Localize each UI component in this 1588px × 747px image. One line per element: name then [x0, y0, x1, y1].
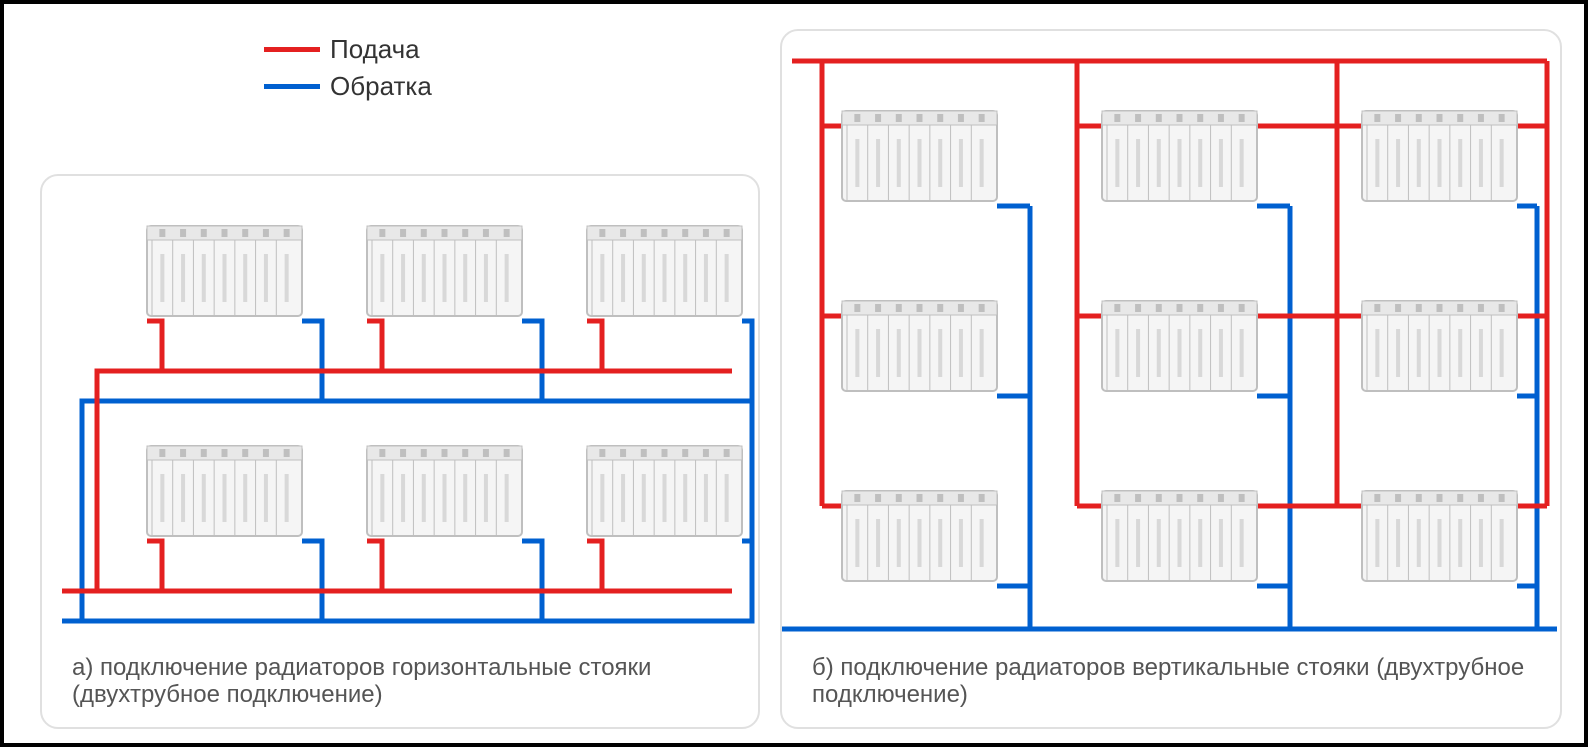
legend-supply: Подача	[264, 34, 432, 65]
supply-pipe	[147, 541, 162, 591]
panel-a-caption: а) подключение радиаторов горизонтальные…	[72, 654, 732, 709]
radiator	[1102, 111, 1257, 201]
panel-a: а) подключение радиаторов горизонтальные…	[40, 174, 760, 729]
legend-supply-label: Подача	[330, 34, 420, 65]
radiator	[367, 226, 522, 316]
panel-a-svg	[42, 176, 762, 731]
radiator	[147, 446, 302, 536]
return-pipe	[742, 541, 752, 621]
panel-b-caption: б) подключение радиаторов вертикальные с…	[812, 654, 1532, 709]
legend-return: Обратка	[264, 71, 432, 102]
diagram-frame: Подача Обратка а) подключение радиаторов…	[0, 0, 1588, 747]
radiator	[1362, 491, 1517, 581]
return-pipe	[522, 541, 542, 621]
supply-pipe	[367, 541, 382, 591]
legend-return-line	[264, 84, 320, 89]
radiator	[587, 446, 742, 536]
return-pipe	[522, 321, 542, 401]
radiator	[367, 446, 522, 536]
radiator	[842, 111, 997, 201]
supply-pipe	[587, 321, 602, 371]
return-pipe	[742, 321, 752, 401]
legend-return-label: Обратка	[330, 71, 432, 102]
supply-pipe	[147, 321, 162, 371]
radiator	[842, 491, 997, 581]
return-pipe	[302, 321, 322, 401]
radiator	[1362, 111, 1517, 201]
return-pipe	[302, 541, 322, 621]
legend: Подача Обратка	[264, 34, 432, 108]
panel-b: б) подключение радиаторов вертикальные с…	[780, 29, 1562, 729]
legend-supply-line	[264, 47, 320, 52]
radiator	[1362, 301, 1517, 391]
supply-pipe	[367, 321, 382, 371]
radiator	[1102, 491, 1257, 581]
radiator	[147, 226, 302, 316]
supply-pipe	[587, 541, 602, 591]
panel-b-svg	[782, 31, 1564, 731]
radiator	[587, 226, 742, 316]
radiator	[842, 301, 997, 391]
radiator	[1102, 301, 1257, 391]
